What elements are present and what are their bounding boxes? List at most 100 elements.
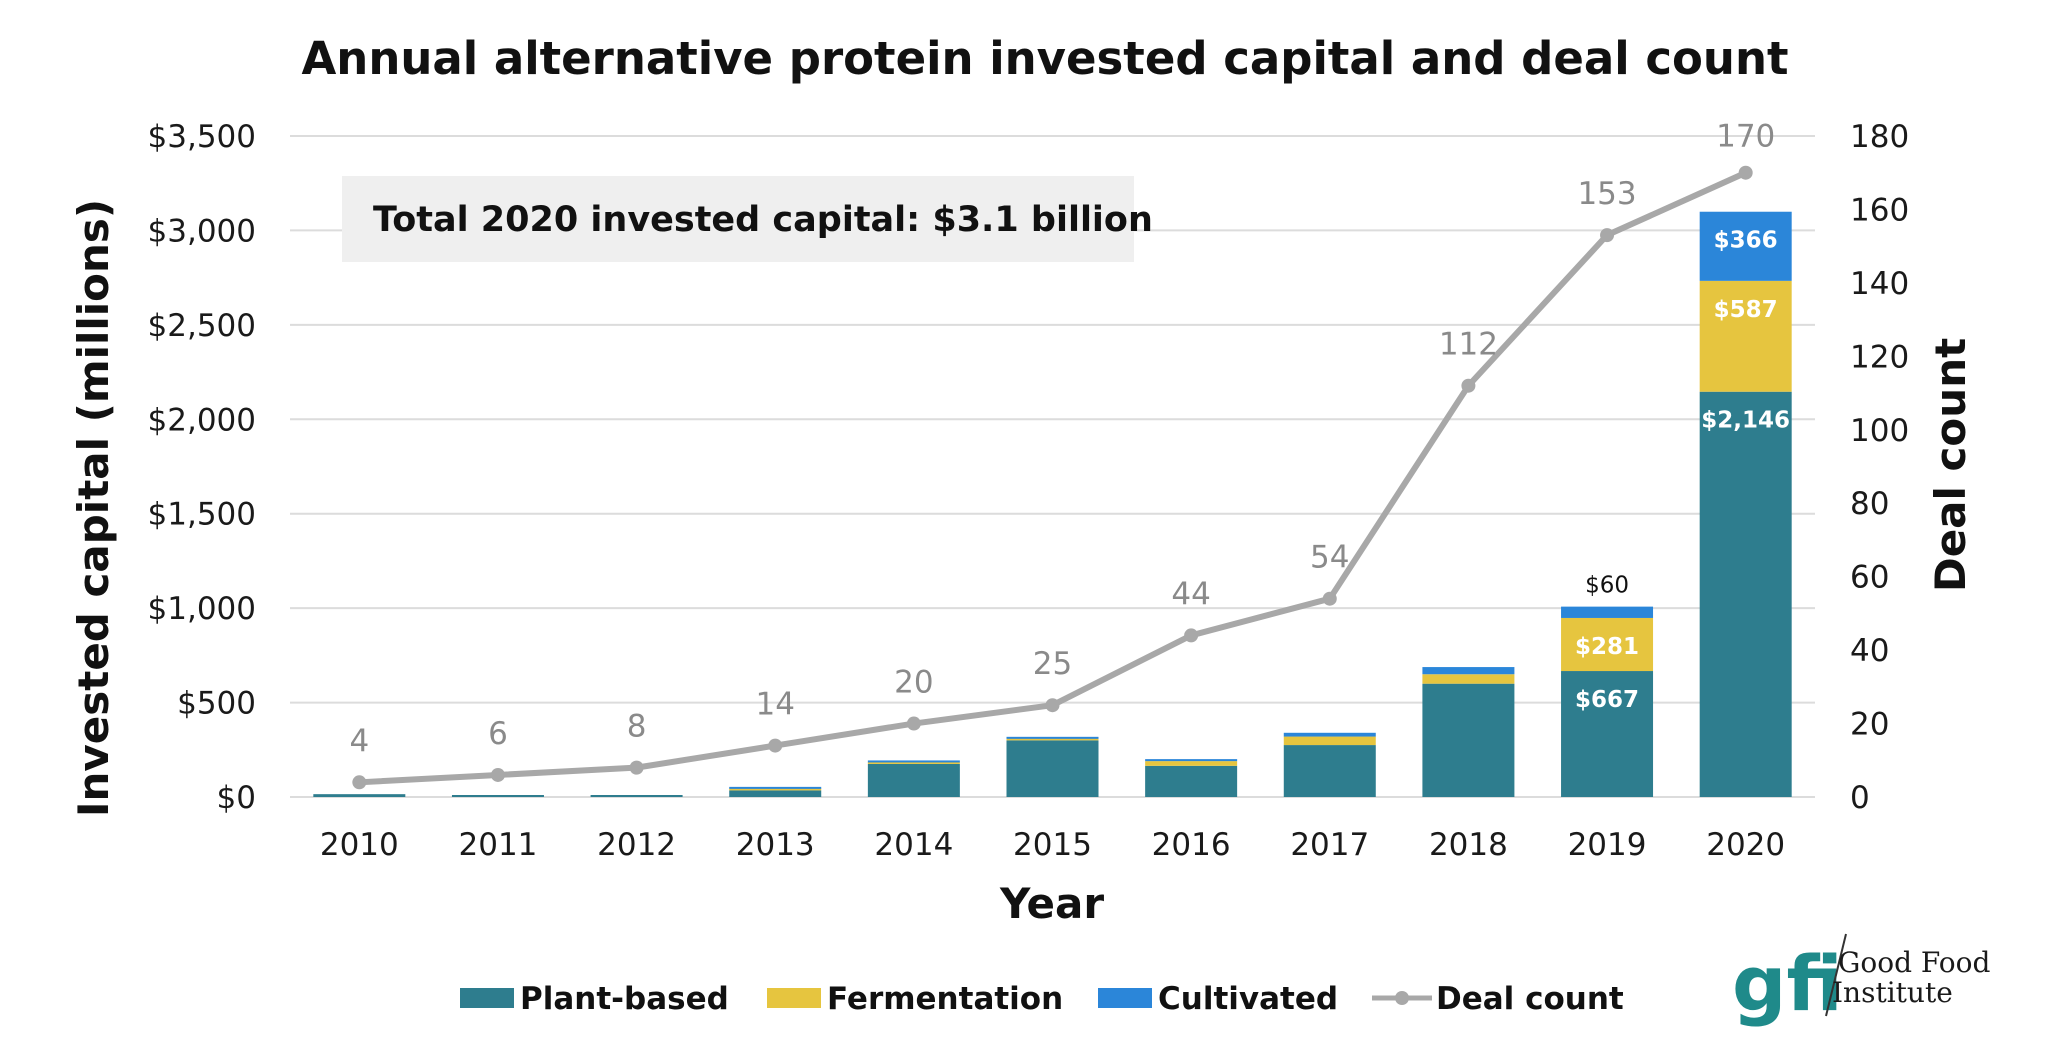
legend-marker-deal-count [1395, 991, 1409, 1005]
bar-fermentation-2013 [729, 788, 822, 791]
x-tick-label-2017: 2017 [1290, 827, 1369, 863]
bar-data-label: $2,146 [1701, 408, 1790, 434]
y2-axis-title: Deal count [1926, 338, 1975, 592]
x-tick-label-2011: 2011 [459, 827, 538, 863]
deal-count-point-2018 [1461, 378, 1476, 393]
deal-count-point-2019 [1600, 228, 1615, 243]
deal-count-point-2014 [906, 716, 921, 731]
annotation-text: Total 2020 invested capital: $3.1 billio… [373, 200, 1153, 240]
deal-count-label: 44 [1171, 576, 1210, 612]
bar-fermentation-2020 [1699, 280, 1792, 392]
y-tick-label: $2,000 [148, 402, 256, 438]
x-tick-label-2014: 2014 [874, 827, 953, 863]
deal-count-point-2017 [1322, 591, 1337, 606]
annotation-box: Total 2020 invested capital: $3.1 billio… [342, 176, 1153, 262]
bar-fermentation-2014 [867, 761, 960, 764]
bar-plant-based-2013 [729, 790, 822, 797]
x-tick-label-2012: 2012 [597, 827, 676, 863]
x-tick-label-2016: 2016 [1152, 827, 1231, 863]
deal-count-label: 6 [488, 716, 508, 752]
deal-count-point-2010 [352, 775, 367, 790]
x-tick-label-2020: 2020 [1706, 827, 1785, 863]
deal-count-label: 14 [756, 687, 795, 723]
data-labels: $667 $2,146 $281 $587 $60 $366 4 6 8 14 20 25 44 54 11… [349, 119, 1790, 760]
legend-swatch-cultivated [1098, 988, 1152, 1008]
legend-swatch-plant-based [460, 988, 514, 1008]
y-tick-label: $500 [177, 686, 256, 722]
bar-fermentation-2019 [1561, 617, 1654, 672]
y-tick-label: $3,500 [148, 119, 256, 155]
gfi-logo: gfi Good Food Institute [1732, 933, 1991, 1028]
y-tick-label: $0 [217, 780, 256, 816]
y2-tick-label: 20 [1850, 707, 1889, 743]
y-tick-label: $2,500 [148, 308, 256, 344]
bar-data-label: $667 [1575, 687, 1639, 713]
legend-label-deal-count: Deal count [1436, 981, 1624, 1017]
deal-count-point-2016 [1184, 628, 1199, 643]
y2-tick-label: 140 [1850, 266, 1909, 302]
y2-tick-label: 120 [1850, 339, 1909, 375]
legend: Plant-based Fermentation Cultivated Deal… [460, 981, 1624, 1017]
bar-plant-based-2018 [1422, 683, 1515, 797]
bar-plant-based-2020 [1699, 391, 1792, 797]
logo-line1: Good Food [1838, 946, 1991, 979]
bar-cultivated-2017 [1283, 732, 1376, 737]
x-tick-label-2010: 2010 [320, 827, 399, 863]
logo-line2: Institute [1832, 976, 1953, 1009]
bar-cultivated-2019 [1561, 606, 1654, 618]
bar-fermentation-2015 [1006, 738, 1099, 741]
y-axis-title: Invested capital (millions) [69, 199, 118, 817]
deal-count-point-2020 [1738, 165, 1753, 180]
y-tick-label: $3,000 [148, 213, 256, 249]
deal-count-label: 170 [1716, 119, 1775, 155]
x-tick-label-2019: 2019 [1568, 827, 1647, 863]
bar-plant-based-2011 [451, 795, 544, 797]
y2-tick-label: 60 [1850, 560, 1889, 596]
bar-plant-based-2017 [1283, 745, 1376, 797]
y-tick-label: $1,000 [148, 591, 256, 627]
deal-count-label: 4 [349, 723, 369, 759]
annotation-background [342, 176, 1134, 262]
deal-count-polyline [359, 169, 1747, 786]
x-tick-label-2018: 2018 [1429, 827, 1508, 863]
bar-data-label: $587 [1714, 297, 1778, 323]
bar-fermentation-2018 [1422, 674, 1515, 684]
bar-cultivated-2015 [1006, 736, 1099, 739]
deal-count-label: 20 [894, 665, 933, 701]
axes: $0 $500 $1,000 $1,500 $2,000 $2,500 $3,000 $3,5… [148, 119, 1910, 863]
bar-data-label: $281 [1575, 634, 1639, 660]
bar-cultivated-2020 [1699, 211, 1792, 281]
deal-count-label: 153 [1577, 176, 1636, 212]
x-tick-label-2013: 2013 [736, 827, 815, 863]
bar-fermentation-2016 [1145, 761, 1238, 766]
y2-tick-label: 40 [1850, 633, 1889, 669]
legend-label-plant-based: Plant-based [520, 981, 729, 1017]
x-tick-label-2015: 2015 [1013, 827, 1092, 863]
bar-data-label: $366 [1714, 228, 1778, 254]
deal-count-label: 112 [1439, 327, 1498, 363]
deal-count-point-2012 [629, 760, 644, 775]
y2-tick-label: 0 [1850, 780, 1870, 816]
legend-label-cultivated: Cultivated [1158, 981, 1338, 1017]
y-tick-label: $1,500 [148, 497, 256, 533]
bar-plant-based-2012 [590, 795, 683, 797]
y2-tick-label: 160 [1850, 192, 1909, 228]
bars [313, 211, 1792, 797]
logo-mark: gfi [1732, 939, 1843, 1028]
deal-count-label: 25 [1033, 646, 1072, 682]
deal-count-point-2015 [1045, 698, 1060, 713]
bar-cultivated-2016 [1145, 759, 1238, 762]
bar-plant-based-2019 [1561, 671, 1654, 797]
bar-cultivated-2014 [867, 760, 960, 763]
bar-fermentation-2017 [1283, 736, 1376, 746]
logo-divider [1825, 933, 1847, 1017]
legend-label-fermentation: Fermentation [827, 981, 1063, 1017]
deal-count-label: 54 [1310, 540, 1349, 576]
bar-cultivated-2018 [1422, 667, 1515, 675]
bar-plant-based-2016 [1145, 765, 1238, 797]
bar-data-label: $60 [1585, 573, 1629, 599]
chart-title: Annual alternative protein invested capi… [301, 32, 1788, 85]
legend-swatch-fermentation [767, 988, 821, 1008]
